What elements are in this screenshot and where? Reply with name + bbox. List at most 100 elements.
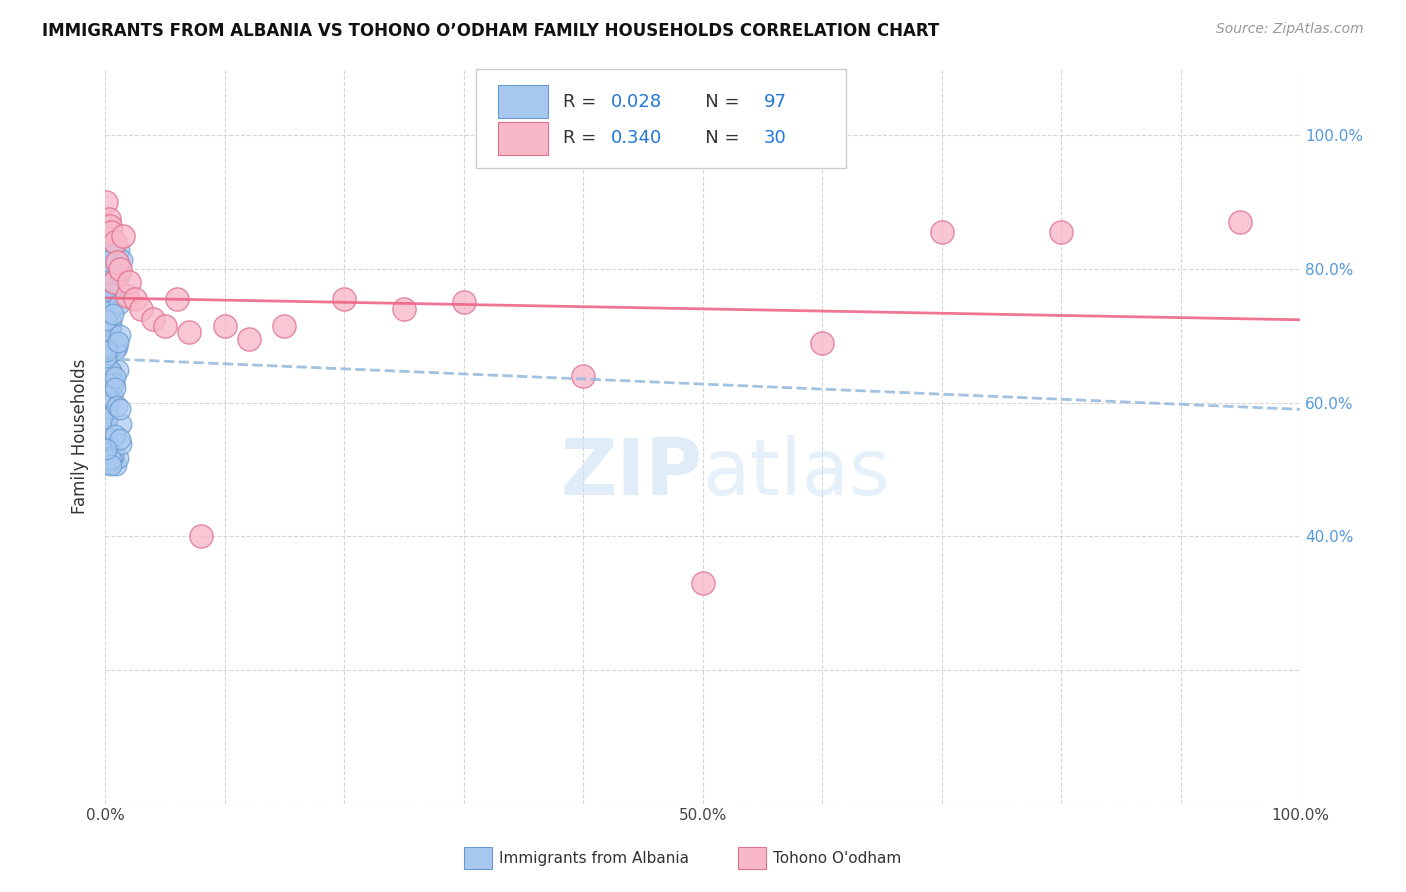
- Point: [811, 335, 834, 350]
- Text: ZIP: ZIP: [561, 434, 703, 511]
- Point: [103, 449, 125, 463]
- Point: [103, 248, 125, 262]
- Point: [572, 368, 595, 383]
- Point: [110, 401, 132, 416]
- Point: [97, 259, 120, 273]
- Point: [104, 428, 127, 442]
- Point: [94, 408, 117, 422]
- Point: [107, 243, 129, 257]
- Point: [96, 254, 118, 268]
- Point: [103, 276, 125, 290]
- Point: [94, 410, 117, 425]
- Point: [94, 446, 117, 460]
- Point: [96, 426, 118, 441]
- Point: [96, 275, 118, 289]
- Point: [124, 292, 146, 306]
- Text: N =: N =: [689, 129, 745, 147]
- Point: [110, 417, 132, 431]
- Point: [692, 576, 714, 591]
- Point: [97, 392, 120, 407]
- Y-axis label: Family Households: Family Households: [72, 359, 89, 514]
- Point: [94, 276, 117, 290]
- Point: [108, 432, 131, 446]
- Point: [931, 225, 953, 239]
- Point: [96, 195, 118, 210]
- Point: [105, 340, 128, 354]
- Point: [103, 376, 125, 390]
- Point: [97, 245, 120, 260]
- Text: 0.340: 0.340: [610, 129, 662, 147]
- Point: [273, 318, 295, 333]
- Point: [97, 398, 120, 412]
- Point: [94, 397, 117, 411]
- Point: [94, 350, 117, 364]
- Point: [129, 302, 152, 317]
- Point: [94, 439, 117, 453]
- Text: R =: R =: [562, 129, 602, 147]
- Point: [94, 389, 117, 403]
- Point: [104, 381, 127, 395]
- Point: [100, 285, 122, 299]
- Point: [97, 342, 120, 356]
- Point: [96, 407, 118, 421]
- Point: [94, 396, 117, 410]
- Point: [94, 339, 117, 353]
- Point: [111, 252, 134, 267]
- Point: [153, 318, 176, 333]
- Point: [97, 377, 120, 392]
- Text: N =: N =: [689, 93, 745, 111]
- Point: [97, 389, 120, 403]
- Point: [94, 315, 117, 329]
- Point: [100, 458, 122, 473]
- Point: [190, 529, 212, 543]
- Point: [96, 316, 118, 330]
- Point: [96, 293, 118, 308]
- Point: [98, 362, 121, 376]
- Point: [177, 326, 200, 340]
- Point: [97, 363, 120, 377]
- Point: [100, 267, 122, 281]
- Point: [98, 304, 121, 318]
- Point: [96, 410, 118, 425]
- Point: [96, 307, 118, 321]
- Point: [115, 289, 138, 303]
- Text: IMMIGRANTS FROM ALBANIA VS TOHONO O’ODHAM FAMILY HOUSEHOLDS CORRELATION CHART: IMMIGRANTS FROM ALBANIA VS TOHONO O’ODHA…: [42, 22, 939, 40]
- Point: [105, 400, 128, 414]
- Point: [94, 410, 117, 425]
- Point: [118, 276, 141, 290]
- Point: [98, 325, 121, 339]
- Text: 0.028: 0.028: [610, 93, 662, 111]
- Point: [94, 313, 117, 327]
- Text: Immigrants from Albania: Immigrants from Albania: [499, 851, 689, 865]
- Point: [96, 408, 118, 422]
- Point: [100, 364, 122, 378]
- Point: [96, 442, 118, 457]
- Point: [333, 292, 356, 306]
- Point: [97, 457, 120, 471]
- Point: [96, 405, 118, 419]
- Text: Source: ZipAtlas.com: Source: ZipAtlas.com: [1216, 22, 1364, 37]
- Point: [94, 406, 117, 420]
- Point: [453, 295, 475, 310]
- Text: Tohono O'odham: Tohono O'odham: [773, 851, 901, 865]
- Point: [1050, 225, 1073, 239]
- Point: [110, 328, 132, 343]
- Point: [94, 300, 117, 314]
- Point: [94, 436, 117, 450]
- Point: [94, 254, 117, 268]
- Point: [96, 420, 118, 434]
- Point: [100, 314, 122, 328]
- Text: 97: 97: [763, 93, 786, 111]
- Point: [97, 347, 120, 361]
- Point: [96, 255, 118, 269]
- Point: [96, 243, 118, 257]
- Point: [104, 370, 127, 384]
- Point: [101, 388, 124, 402]
- Point: [96, 337, 118, 351]
- Point: [94, 263, 117, 277]
- Point: [107, 335, 129, 350]
- Point: [107, 297, 129, 311]
- Point: [94, 457, 117, 471]
- Point: [98, 251, 121, 265]
- Point: [96, 412, 118, 426]
